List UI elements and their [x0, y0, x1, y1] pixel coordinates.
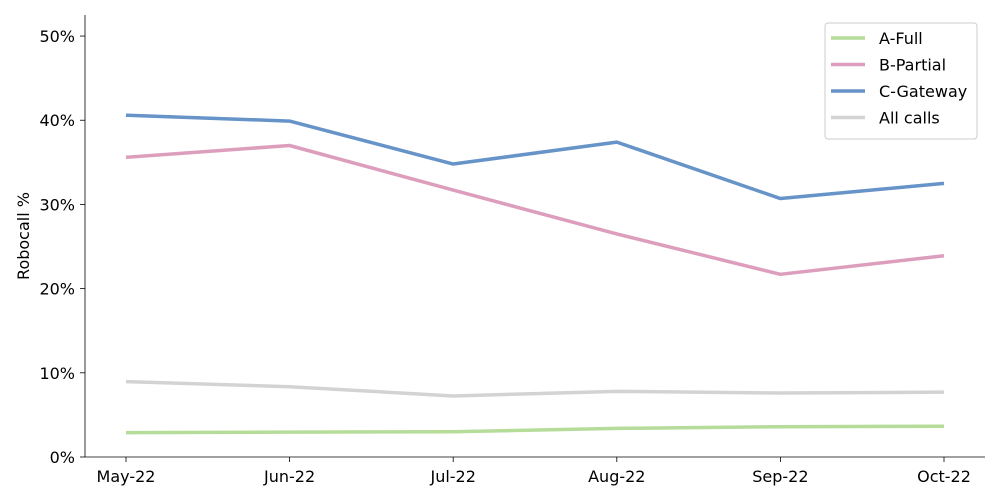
y-tick-label: 10%: [39, 364, 75, 383]
legend-frame: [824, 22, 978, 140]
legend-label: B-Partial: [879, 56, 946, 75]
series-line-b-partial: [125, 143, 945, 277]
y-tick-label: 40%: [39, 111, 75, 130]
series-layer: [125, 113, 945, 435]
legend-label: C-Gateway: [879, 82, 967, 101]
series-line-all-calls: [125, 379, 945, 398]
y-tick-label: 50%: [39, 27, 75, 46]
legend-label: All calls: [879, 109, 940, 128]
y-tick-label: 30%: [39, 195, 75, 214]
x-tick-label: Oct-22: [917, 467, 971, 486]
series-line-c-gateway: [125, 113, 945, 201]
y-axis-title: Robocall %: [14, 192, 33, 280]
ticks-layer: 0% 10% 20% 30% 40% 50% May-22 Jun-22 Jul-22 Aug-2…: [39, 27, 970, 486]
axes-layer: Robocall %: [14, 15, 985, 458]
x-tick-label: Aug-22: [588, 467, 645, 486]
legend-label: A-Full: [879, 29, 923, 48]
series-line-a-full: [125, 424, 945, 435]
x-tick-label: May-22: [97, 467, 156, 486]
legend: A-Full B-Partial C-Gateway All calls: [824, 22, 978, 140]
y-tick-label: 0%: [50, 448, 75, 467]
x-tick-label: Sep-22: [752, 467, 808, 486]
y-tick-label: 20%: [39, 280, 75, 299]
x-tick-label: Jun-22: [263, 467, 315, 486]
x-tick-label: Jul-22: [429, 467, 475, 486]
